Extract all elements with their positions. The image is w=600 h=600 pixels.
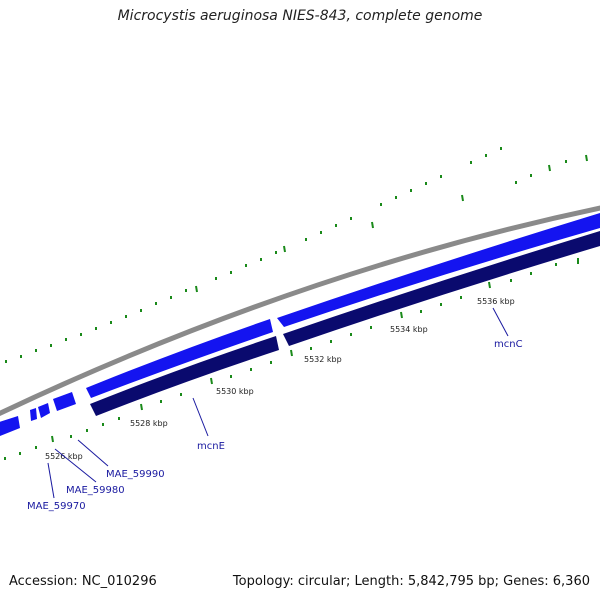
- gene-mae-59970-shape: [30, 408, 37, 421]
- tick-label-5534: 5534 kbp: [390, 325, 428, 334]
- gene-forward-left-edge: [0, 416, 20, 436]
- outer-tick-arc: [5, 147, 588, 363]
- inner-tick-arc: [4, 258, 579, 460]
- genome-summary-text: Topology: circular; Length: 5,842,795 bp…: [232, 574, 590, 589]
- gene-label-mae-59980[interactable]: MAE_59980: [66, 485, 125, 496]
- gene-label-mcne[interactable]: mcnE: [197, 441, 225, 452]
- tick-label-5528: 5528 kbp: [130, 419, 168, 428]
- map-title: Microcystis aeruginosa NIES-843, complet…: [117, 8, 483, 24]
- reverse-strand: [90, 231, 600, 416]
- gene-mcnc-shape: [283, 231, 600, 346]
- gene-mae-59990-shape: [53, 392, 76, 411]
- gene-mcne-shape: [90, 336, 279, 416]
- gene-forward-block-1: [86, 319, 273, 398]
- gene-label-mae-59970[interactable]: MAE_59970: [27, 501, 86, 512]
- gene-mae-59980-shape: [38, 403, 50, 418]
- gene-forward-block-2: [277, 213, 600, 327]
- forward-strand: [0, 213, 600, 436]
- gene-leader-lines: [47, 307, 509, 499]
- tick-label-5536: 5536 kbp: [477, 297, 515, 306]
- gene-label-mae-59990[interactable]: MAE_59990: [106, 469, 165, 480]
- tick-label-5530: 5530 kbp: [216, 387, 254, 396]
- gene-label-mcnc[interactable]: mcnC: [494, 339, 523, 350]
- genome-backbone: [0, 205, 600, 417]
- tick-label-5532: 5532 kbp: [304, 355, 342, 364]
- accession-text: Accession: NC_010296: [9, 574, 157, 589]
